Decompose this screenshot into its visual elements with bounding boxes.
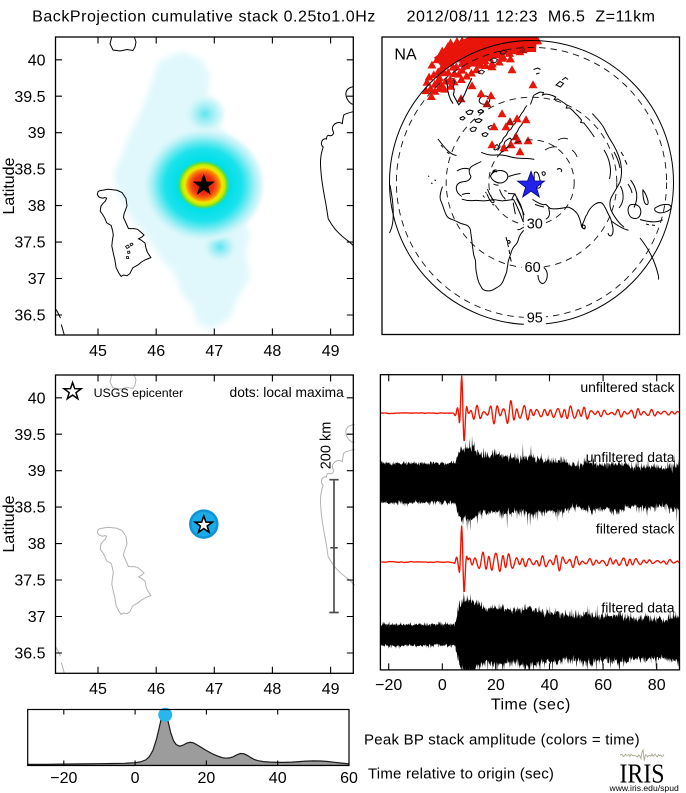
svg-text:Latitude: Latitude	[1, 157, 18, 214]
svg-text:36.5: 36.5	[14, 646, 45, 663]
svg-text:47: 47	[205, 343, 223, 360]
svg-text:45: 45	[89, 343, 107, 360]
svg-text:80: 80	[648, 677, 666, 694]
svg-text:Time relative to origin (sec): Time relative to origin (sec)	[368, 766, 554, 783]
svg-text:38.5: 38.5	[14, 162, 45, 179]
svg-text:filtered data: filtered data	[601, 600, 674, 616]
svg-text:2012/08/11 12:23 M6.5 Z=11km: 2012/08/11 12:23 M6.5 Z=11km	[407, 9, 656, 26]
svg-text:200 km: 200 km	[319, 422, 335, 470]
svg-text:0: 0	[131, 770, 140, 787]
svg-text:30: 30	[527, 216, 543, 232]
svg-text:USGS epicenter: USGS epicenter	[94, 386, 184, 400]
svg-text:0: 0	[438, 677, 447, 694]
svg-text:38: 38	[28, 536, 46, 553]
svg-text:39.5: 39.5	[14, 89, 45, 106]
svg-text:40: 40	[28, 52, 46, 69]
svg-text:60: 60	[525, 260, 541, 276]
svg-text:48: 48	[264, 681, 282, 698]
svg-text:Peak BP stack amplitude (color: Peak BP stack amplitude (colors = time)	[364, 732, 640, 749]
svg-text:36.5: 36.5	[14, 308, 45, 325]
svg-text:www.iris.edu/spud: www.iris.edu/spud	[609, 783, 679, 793]
svg-text:48: 48	[264, 343, 282, 360]
svg-text:49: 49	[322, 343, 340, 360]
svg-text:46: 46	[147, 681, 165, 698]
svg-text:Time (sec): Time (sec)	[491, 697, 571, 714]
svg-text:−20: −20	[375, 677, 402, 694]
svg-text:filtered stack: filtered stack	[596, 521, 676, 537]
svg-text:IRIS: IRIS	[620, 759, 665, 789]
svg-text:37.5: 37.5	[14, 235, 45, 252]
svg-text:39: 39	[28, 463, 46, 480]
svg-text:39.5: 39.5	[14, 427, 45, 444]
svg-text:60: 60	[340, 770, 358, 787]
svg-text:unfiltered data: unfiltered data	[586, 449, 675, 465]
svg-text:37: 37	[28, 609, 46, 626]
svg-text:NA: NA	[394, 47, 417, 64]
svg-text:20: 20	[487, 677, 505, 694]
svg-text:unfiltered stack: unfiltered stack	[580, 379, 675, 395]
svg-text:−20: −20	[50, 770, 77, 787]
svg-text:40: 40	[269, 770, 287, 787]
svg-text:60: 60	[594, 677, 612, 694]
svg-text:39: 39	[28, 125, 46, 142]
svg-text:37.5: 37.5	[14, 573, 45, 590]
svg-text:dots: local maxima: dots: local maxima	[230, 385, 345, 400]
svg-text:95: 95	[527, 311, 543, 327]
svg-text:45: 45	[89, 681, 107, 698]
svg-text:38.5: 38.5	[14, 500, 45, 517]
svg-text:47: 47	[205, 681, 223, 698]
svg-text:BackProjection cumulative stac: BackProjection cumulative stack 0.25to1.…	[32, 9, 376, 26]
svg-text:20: 20	[198, 770, 216, 787]
svg-text:38: 38	[28, 198, 46, 215]
svg-text:37: 37	[28, 271, 46, 288]
svg-text:Latitude: Latitude	[1, 495, 18, 552]
svg-text:46: 46	[147, 343, 165, 360]
svg-text:40: 40	[28, 390, 46, 407]
svg-text:40: 40	[541, 677, 559, 694]
svg-text:49: 49	[322, 681, 340, 698]
